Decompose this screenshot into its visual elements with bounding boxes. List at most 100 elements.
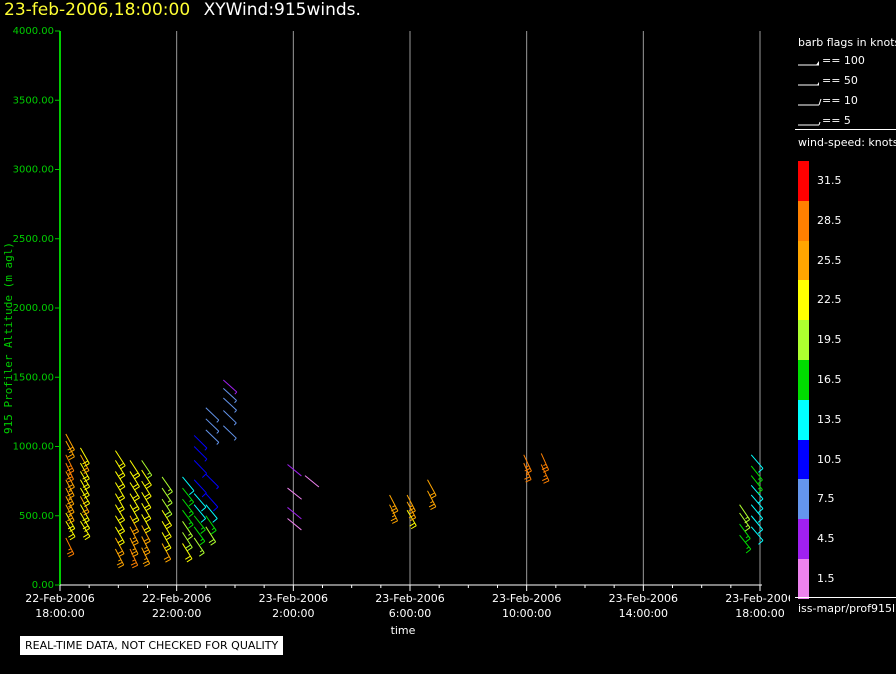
wind-barb-tick xyxy=(83,478,90,483)
wind-barb-tick xyxy=(68,473,72,476)
wind-barb-tick xyxy=(409,505,413,508)
wind-barb-tick xyxy=(143,504,150,509)
wind-barb-tick xyxy=(199,540,206,546)
wind-barb-tick xyxy=(199,552,205,557)
wind-barb-tick xyxy=(134,475,141,480)
colorbar-swatch xyxy=(798,161,809,201)
wind-barb-tick xyxy=(84,528,90,532)
wind-barb-tick xyxy=(200,518,206,523)
wind-barb-tick xyxy=(429,492,435,497)
wind-barb-tick xyxy=(744,527,751,532)
wind-barb-tick xyxy=(144,540,151,545)
wind-barb xyxy=(750,526,764,541)
wind-barb-tick xyxy=(408,514,415,519)
wind-barb-tick xyxy=(390,517,397,522)
wind-barb-tick xyxy=(68,470,75,475)
legend-panel: barb flags in knots == 100 == 50 == 10 == 5… xyxy=(795,30,896,624)
wind-barb-tick xyxy=(145,495,152,501)
wind-barb-tick xyxy=(392,505,396,508)
wind-barb-tick xyxy=(82,460,89,465)
wind-barb-tick xyxy=(212,518,218,523)
wind-barb xyxy=(750,484,764,500)
wind-barb xyxy=(193,493,207,508)
wind-barb-tick xyxy=(67,478,74,483)
wind-barb-tick xyxy=(68,514,72,518)
wind-barb xyxy=(205,504,218,519)
x-tick-date: 22-Feb-2006 xyxy=(142,592,211,605)
wind-barb-tick xyxy=(67,517,73,522)
wind-barb xyxy=(750,515,764,530)
x-tick-date: 23-Feb-2006 xyxy=(725,592,790,605)
wind-barb-tick xyxy=(146,474,153,480)
wind-barb-tick xyxy=(68,553,75,558)
barb-legend-label: == 10 xyxy=(822,94,858,107)
y-tick-label: 500.00 xyxy=(19,511,54,522)
wind-barb-tick xyxy=(82,525,89,530)
wind-barb xyxy=(193,526,206,542)
y-tick-label: 1500.00 xyxy=(13,372,54,383)
wind-barb-tick xyxy=(186,547,193,552)
wind-barb-tick xyxy=(211,527,215,531)
x-axis-label: time xyxy=(391,624,416,637)
wind-barb-tick xyxy=(117,517,124,522)
wind-barb-tick xyxy=(164,533,171,538)
wind-barb-tick xyxy=(67,453,74,458)
wind-barb-tick xyxy=(133,508,140,513)
colorbar-swatch xyxy=(798,200,809,241)
wind-barb-tick xyxy=(68,486,75,491)
wind-barb-tick xyxy=(199,549,203,553)
wind-barb xyxy=(750,454,764,469)
wind-barb-tick xyxy=(69,536,76,541)
barb-symbol-icon xyxy=(798,98,822,106)
wind-barb-tick xyxy=(408,507,415,512)
wind-barb-tick xyxy=(541,466,548,471)
wind-barb-tick xyxy=(117,506,124,511)
wind-barb-tick xyxy=(757,486,761,490)
wind-barb-tick xyxy=(145,518,152,523)
wind-barb-tick xyxy=(119,530,125,535)
wind-barb-tick xyxy=(188,510,192,514)
wind-barb xyxy=(193,515,206,531)
colorbar-label: 13.5 xyxy=(817,412,842,426)
wind-barb xyxy=(205,493,219,508)
wind-barb-tick xyxy=(758,468,764,473)
y-tick-label: 2000.00 xyxy=(13,303,54,314)
colorbar-swatch xyxy=(798,320,809,360)
wind-barb xyxy=(193,446,208,460)
colorbar-swatch xyxy=(798,479,809,520)
wind-barb xyxy=(193,504,207,519)
data-source-label: iss-mapr/prof915l xyxy=(798,602,896,615)
wind-barb-tick xyxy=(132,559,136,562)
wind-barb xyxy=(287,507,302,520)
wind-barb-tick xyxy=(144,493,150,498)
wind-barb-tick xyxy=(167,500,171,503)
wind-barb-tick xyxy=(390,507,397,512)
wind-barb-tick xyxy=(83,463,90,467)
wind-barb-tick xyxy=(542,477,548,482)
wind-barb-tick xyxy=(130,562,137,566)
wind-barb-tick xyxy=(542,469,549,473)
wind-barb-tick xyxy=(430,495,437,499)
colorbar-swatch xyxy=(798,359,809,400)
wind-barb-tick xyxy=(234,400,237,404)
wind-barb-tick xyxy=(131,539,138,544)
wind-barb-tick xyxy=(543,463,547,467)
wind-barb xyxy=(750,504,764,519)
wind-barb-tick xyxy=(144,482,151,487)
wind-barb-tick xyxy=(117,494,124,499)
wind-barb-tick xyxy=(68,498,72,501)
wind-barb xyxy=(193,479,207,494)
x-tick-date: 23-Feb-2006 xyxy=(375,592,444,605)
wind-barb-tick xyxy=(67,509,73,513)
barb-legend-item: == 10 xyxy=(798,94,893,108)
wind-barb-tick xyxy=(204,447,208,451)
x-tick-date: 23-Feb-2006 xyxy=(492,592,561,605)
wind-barb-tick xyxy=(143,515,150,520)
wind-barb-tick xyxy=(202,472,208,478)
barb-symbol-icon xyxy=(798,121,821,126)
wind-barb-tick xyxy=(132,537,136,540)
colorbar-swatch xyxy=(798,519,809,559)
wind-barb-tick xyxy=(525,479,532,483)
wind-barb-tick xyxy=(163,556,170,560)
chart-title: XYWind:915winds. xyxy=(203,0,361,20)
